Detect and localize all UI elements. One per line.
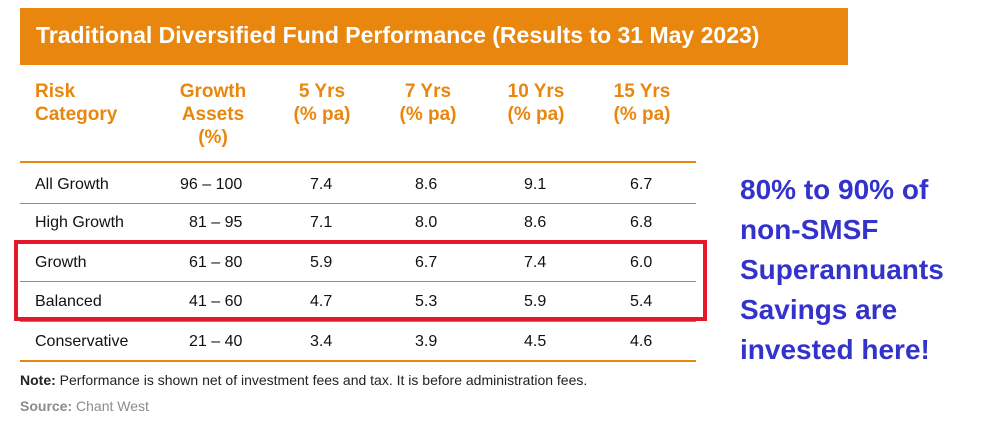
row-growth-category: Growth [35,254,87,271]
footnote-label: Note: [20,372,56,388]
row-high-growth-assets: 81 – 95 [189,214,243,231]
row-all-growth-7yrs: 8.6 [415,176,438,193]
source-line: Source: Chant West [20,398,149,414]
row-growth-assets: 61 – 80 [189,254,243,271]
row-balanced-10yrs: 5.9 [524,293,547,310]
header-risk-line2: Category [35,104,118,125]
header-15yrs-line2: (% pa) [613,104,671,125]
callout-line-5: invested here! [740,334,930,365]
header-15yrs-line1: 15 Yrs [613,81,671,102]
row-all-growth-10yrs: 9.1 [524,176,547,193]
header-10yrs: 10 Yrs (% pa) [503,80,569,126]
header-risk-line1: Risk [35,81,76,102]
row-all-growth-5yrs: 7.4 [310,176,333,193]
row-balanced-category: Balanced [35,293,102,310]
row-balanced-7yrs: 5.3 [415,293,438,310]
source-text: Chant West [72,398,149,414]
row-growth-15yrs: 6.0 [630,254,653,271]
row-divider [20,203,696,204]
callout-line-1: 80% to 90% of [740,174,929,205]
header-risk-category: Risk Category [35,80,117,126]
row-balanced-5yrs: 4.7 [310,293,333,310]
title-bar: Traditional Diversified Fund Performance… [20,8,848,65]
row-high-growth-category: High Growth [35,214,124,231]
row-high-growth-15yrs: 6.8 [630,214,653,231]
row-balanced-assets: 41 – 60 [189,293,243,310]
row-growth-7yrs: 6.7 [415,254,438,271]
header-5yrs-line1: 5 Yrs [298,81,346,102]
row-high-growth-7yrs: 8.0 [415,214,438,231]
highlight-box [14,240,707,321]
row-all-growth-category: All Growth [35,176,109,193]
header-5yrs-line2: (% pa) [293,104,351,125]
row-conservative-10yrs: 4.5 [524,333,547,350]
row-all-growth-assets: 96 – 100 [180,176,243,193]
callout-line-2: non-SMSF [740,214,879,245]
header-5yrs: 5 Yrs (% pa) [290,80,354,126]
header-divider [20,161,696,163]
row-divider [20,321,696,322]
row-conservative-15yrs: 4.6 [630,333,653,350]
row-balanced-15yrs: 5.4 [630,293,653,310]
row-conservative-5yrs: 3.4 [310,333,333,350]
callout-text: 80% to 90% of non-SMSF Superannuants Sav… [740,170,944,370]
header-10yrs-line2: (% pa) [507,104,565,125]
row-growth-5yrs: 5.9 [310,254,333,271]
header-7yrs-line1: 7 Yrs [404,81,452,102]
header-growth-line3: (%) [198,127,228,148]
table-title: Traditional Diversified Fund Performance… [36,22,760,48]
source-label: Source: [20,398,73,414]
header-10yrs-line1: 10 Yrs [507,81,565,102]
footnote: Note: Performance is shown net of invest… [20,372,587,388]
callout-line-3: Superannuants [740,254,944,285]
row-growth-10yrs: 7.4 [524,254,547,271]
header-7yrs-line2: (% pa) [399,104,457,125]
header-growth-line1: Growth [179,81,247,102]
row-conservative-category: Conservative [35,333,129,350]
footnote-text: Performance is shown net of investment f… [55,372,588,388]
header-7yrs: 7 Yrs (% pa) [396,80,460,126]
row-high-growth-5yrs: 7.1 [310,214,333,231]
row-high-growth-10yrs: 8.6 [524,214,547,231]
row-conservative-7yrs: 3.9 [415,333,438,350]
row-divider [20,281,696,282]
header-growth-assets: Growth Assets (%) [176,80,250,149]
row-conservative-assets: 21 – 40 [189,333,243,350]
header-15yrs: 15 Yrs (% pa) [609,80,675,126]
row-all-growth-15yrs: 6.7 [630,176,653,193]
callout-line-4: Savings are [740,294,898,325]
header-growth-line2: Assets [181,104,245,125]
table-bottom-rule [20,360,696,362]
